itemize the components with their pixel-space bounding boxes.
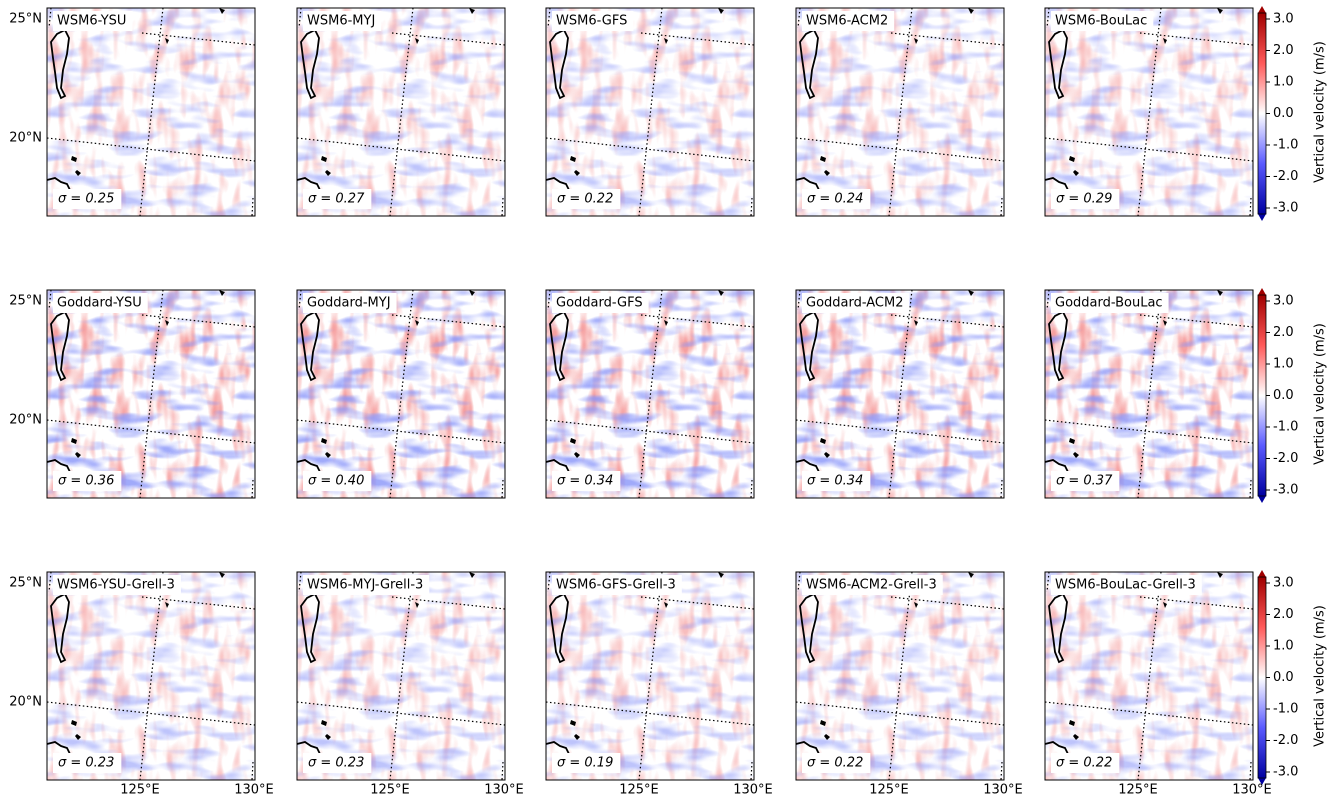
colorbar-tick-label: 3.0 bbox=[1273, 294, 1294, 309]
map-panel: Goddard-GFS σ = 0.34 bbox=[546, 290, 754, 498]
colorbar-tick-label: 1.0 bbox=[1273, 75, 1294, 90]
colorbar-tick-label: 0.0 bbox=[1273, 388, 1294, 403]
panel-title: Goddard-GFS bbox=[556, 296, 643, 311]
colorbar-tick-label: 2.0 bbox=[1273, 607, 1294, 622]
panel-title: WSM6-BouLac bbox=[1055, 14, 1147, 29]
colorbar-extend bbox=[1258, 570, 1266, 577]
colorbar bbox=[1258, 295, 1266, 496]
colorbar-tick-label: 3.0 bbox=[1273, 576, 1294, 591]
map-panel: WSM6-YSU-Grell-3 σ = 0.23 bbox=[47, 572, 255, 780]
sigma-label: σ = 0.23 bbox=[58, 756, 114, 771]
lon-label: 130°E bbox=[1232, 783, 1272, 798]
lon-label: 130°E bbox=[484, 783, 524, 798]
panel-title: WSM6-BouLac-Grell-3 bbox=[1055, 578, 1196, 593]
colorbar bbox=[1258, 577, 1266, 778]
lon-label: 125°E bbox=[619, 783, 659, 798]
sigma-label: σ = 0.24 bbox=[807, 192, 863, 207]
colorbar-tick-label: -1.0 bbox=[1273, 420, 1298, 435]
colorbar-tick-label: -2.0 bbox=[1273, 451, 1298, 466]
panel-title: WSM6-MYJ bbox=[307, 14, 375, 29]
map-panel: Goddard-YSU σ = 0.36 bbox=[47, 290, 255, 498]
colorbar-tick-label: 1.0 bbox=[1273, 357, 1294, 372]
sigma-label: σ = 0.36 bbox=[58, 474, 114, 489]
lat-label: 20°N bbox=[9, 413, 42, 428]
colorbar-tick-label: 0.0 bbox=[1273, 106, 1294, 121]
sigma-label: σ = 0.23 bbox=[308, 756, 364, 771]
panel-title: WSM6-GFS-Grell-3 bbox=[556, 578, 676, 593]
panel-title: WSM6-ACM2-Grell-3 bbox=[806, 578, 937, 593]
sigma-label: σ = 0.22 bbox=[807, 756, 863, 771]
panel-title: WSM6-YSU-Grell-3 bbox=[57, 578, 175, 593]
sigma-label: σ = 0.34 bbox=[557, 474, 613, 489]
map-panel: Goddard-BouLac σ = 0.37 bbox=[1045, 290, 1253, 498]
panel-title: Goddard-ACM2 bbox=[806, 296, 904, 311]
colorbar-tick-label: -1.0 bbox=[1273, 702, 1298, 717]
map-panel: WSM6-BouLac-Grell-3 σ = 0.22 bbox=[1045, 572, 1253, 780]
colorbar-tick-label: 3.0 bbox=[1273, 12, 1294, 27]
panel-title: WSM6-YSU bbox=[57, 14, 126, 29]
sigma-label: σ = 0.25 bbox=[58, 192, 114, 207]
sigma-label: σ = 0.29 bbox=[1056, 192, 1112, 207]
sigma-label: σ = 0.37 bbox=[1056, 474, 1113, 489]
colorbar-extend bbox=[1258, 214, 1266, 221]
colorbar-tick-label: -2.0 bbox=[1273, 733, 1298, 748]
map-panel: WSM6-GFS-Grell-3 σ = 0.19 bbox=[546, 572, 754, 780]
colorbar-tick-label: -3.0 bbox=[1273, 765, 1298, 780]
map-panel: WSM6-YSU σ = 0.25 bbox=[47, 8, 255, 216]
colorbar-tick-label: 0.0 bbox=[1273, 670, 1294, 685]
lon-label: 125°E bbox=[869, 783, 909, 798]
colorbar-tick-label: 2.0 bbox=[1273, 325, 1294, 340]
colorbar-tick-label: -3.0 bbox=[1273, 483, 1298, 498]
sigma-label: σ = 0.34 bbox=[807, 474, 863, 489]
colorbar bbox=[1258, 13, 1266, 214]
figure: WSM6-YSU σ = 0.25 WSM6-MYJ σ = 0.27 WSM6-GFS… bbox=[0, 0, 1338, 799]
colorbar-tick-label: 2.0 bbox=[1273, 43, 1294, 58]
panel-title: Goddard-BouLac bbox=[1055, 296, 1163, 311]
map-panel: WSM6-ACM2 σ = 0.24 bbox=[796, 8, 1004, 216]
colorbar-extend bbox=[1258, 288, 1266, 295]
sigma-label: σ = 0.22 bbox=[557, 192, 613, 207]
lon-label: 125°E bbox=[120, 783, 160, 798]
lon-label: 125°E bbox=[1118, 783, 1158, 798]
sigma-label: σ = 0.19 bbox=[557, 756, 613, 771]
lat-label: 20°N bbox=[9, 695, 42, 710]
colorbar-label: Vertical velocity (m/s) bbox=[1313, 323, 1328, 465]
colorbar-label: Vertical velocity (m/s) bbox=[1313, 605, 1328, 747]
sigma-label: σ = 0.40 bbox=[308, 474, 364, 489]
lon-label: 130°E bbox=[733, 783, 773, 798]
colorbar-extend bbox=[1258, 6, 1266, 13]
lat-label: 25°N bbox=[9, 12, 42, 27]
panel-title: WSM6-GFS bbox=[556, 14, 627, 29]
lat-label: 20°N bbox=[9, 131, 42, 146]
map-panel: WSM6-BouLac σ = 0.29 bbox=[1045, 8, 1253, 216]
map-panel: WSM6-MYJ-Grell-3 σ = 0.23 bbox=[297, 572, 505, 780]
colorbar-label: Vertical velocity (m/s) bbox=[1313, 41, 1328, 183]
colorbar-tick-label: -1.0 bbox=[1273, 138, 1298, 153]
sigma-label: σ = 0.27 bbox=[308, 192, 365, 207]
lon-label: 130°E bbox=[234, 783, 274, 798]
colorbar-tick-label: 1.0 bbox=[1273, 639, 1294, 654]
panel-title: Goddard-MYJ bbox=[307, 296, 391, 311]
colorbar-extend bbox=[1258, 496, 1266, 503]
lat-label: 25°N bbox=[9, 294, 42, 309]
panel-title: WSM6-ACM2 bbox=[806, 14, 888, 29]
colorbar-tick-label: -2.0 bbox=[1273, 169, 1298, 184]
map-panel: Goddard-MYJ σ = 0.40 bbox=[297, 290, 505, 498]
lon-label: 130°E bbox=[983, 783, 1023, 798]
sigma-label: σ = 0.22 bbox=[1056, 756, 1112, 771]
map-panel: WSM6-GFS σ = 0.22 bbox=[546, 8, 754, 216]
lon-label: 125°E bbox=[370, 783, 410, 798]
panel-title: Goddard-YSU bbox=[57, 296, 142, 311]
map-panel: WSM6-ACM2-Grell-3 σ = 0.22 bbox=[796, 572, 1004, 780]
lat-label: 25°N bbox=[9, 576, 42, 591]
map-panel: Goddard-ACM2 σ = 0.34 bbox=[796, 290, 1004, 498]
colorbar-tick-label: -3.0 bbox=[1273, 201, 1298, 216]
panel-title: WSM6-MYJ-Grell-3 bbox=[307, 578, 423, 593]
map-panel: WSM6-MYJ σ = 0.27 bbox=[297, 8, 505, 216]
